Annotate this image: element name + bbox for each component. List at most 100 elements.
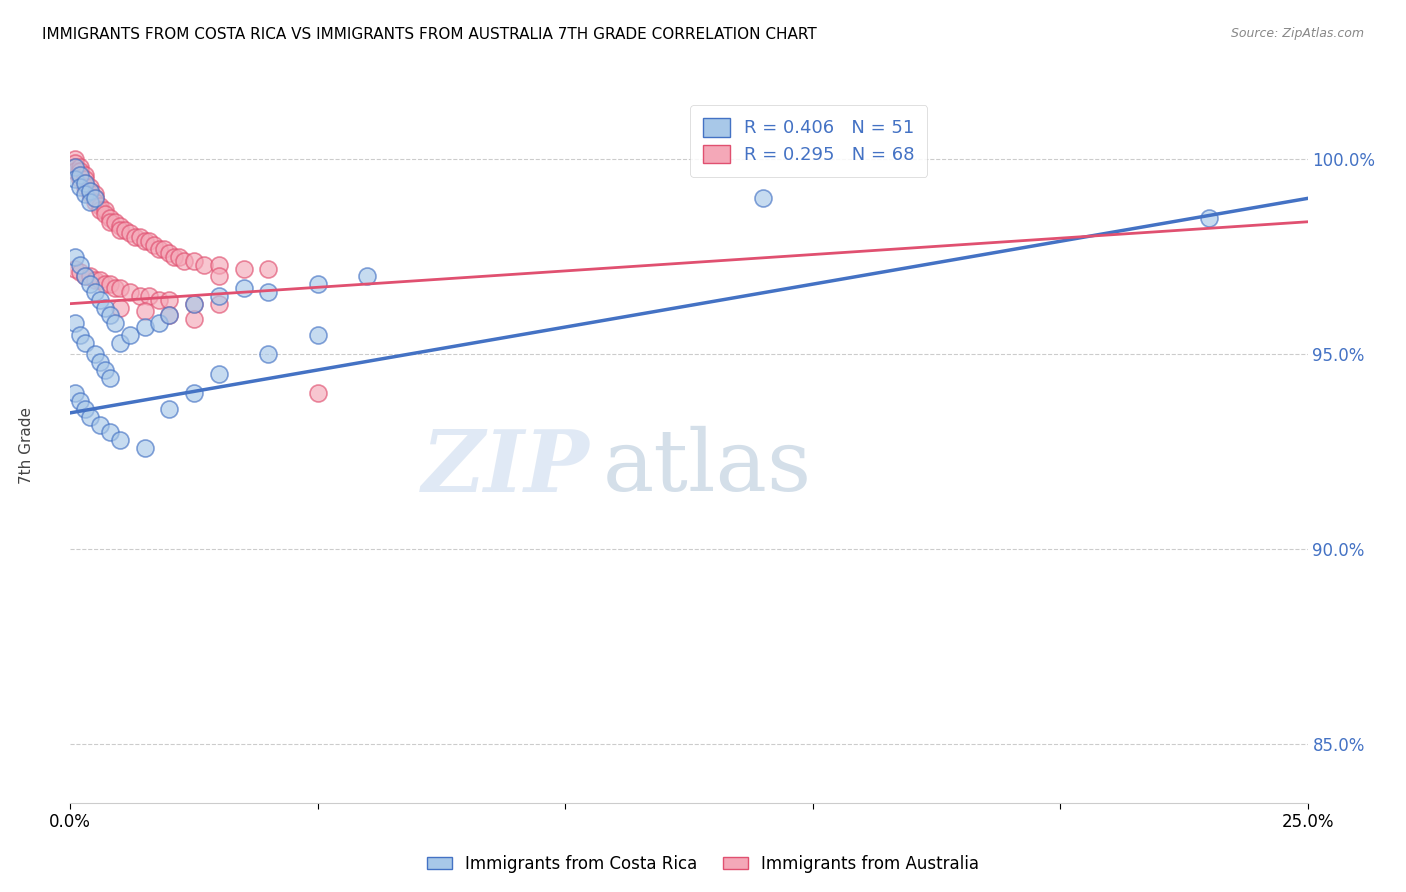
Point xyxy=(208,258,231,272)
Point xyxy=(89,273,111,287)
Point xyxy=(183,312,205,326)
Point xyxy=(89,203,111,218)
Point xyxy=(75,335,97,350)
Point xyxy=(98,309,121,323)
Point xyxy=(84,191,107,205)
Point xyxy=(98,370,121,384)
Point xyxy=(108,335,131,350)
Point xyxy=(75,269,97,284)
Point xyxy=(257,285,280,299)
Point xyxy=(94,301,117,315)
Point xyxy=(108,219,131,233)
Point xyxy=(69,172,91,186)
Point xyxy=(69,164,91,178)
Point xyxy=(208,296,231,310)
Point xyxy=(134,234,156,248)
Point xyxy=(79,184,101,198)
Point xyxy=(98,277,121,292)
Point xyxy=(69,265,91,279)
Point xyxy=(232,261,254,276)
Point xyxy=(69,160,91,174)
Point xyxy=(138,289,160,303)
Point xyxy=(79,179,101,194)
Point xyxy=(94,207,117,221)
Point xyxy=(104,316,127,330)
Point xyxy=(75,168,97,182)
Point xyxy=(108,301,131,315)
Point xyxy=(128,289,150,303)
Point xyxy=(157,309,180,323)
Point xyxy=(128,230,150,244)
Point xyxy=(89,355,111,369)
Point xyxy=(65,164,87,178)
Point xyxy=(75,179,97,194)
Text: atlas: atlas xyxy=(602,425,811,509)
Point xyxy=(143,238,166,252)
Point xyxy=(65,261,87,276)
Point xyxy=(84,191,107,205)
Point xyxy=(65,156,87,170)
Point xyxy=(98,425,121,440)
Point xyxy=(79,187,101,202)
Point xyxy=(98,211,121,225)
Point xyxy=(157,293,180,307)
Point xyxy=(134,304,156,318)
Point xyxy=(98,215,121,229)
Point xyxy=(65,172,87,186)
Point xyxy=(75,187,97,202)
Point xyxy=(84,285,107,299)
Point xyxy=(307,277,329,292)
Point xyxy=(65,386,87,401)
Point xyxy=(65,250,87,264)
Point xyxy=(89,199,111,213)
Point xyxy=(65,153,87,167)
Point xyxy=(84,195,107,210)
Point xyxy=(94,203,117,218)
Point xyxy=(183,386,205,401)
Point xyxy=(94,363,117,377)
Point xyxy=(257,347,280,361)
Point xyxy=(69,327,91,342)
Point xyxy=(75,176,97,190)
Point xyxy=(104,215,127,229)
Point xyxy=(69,179,91,194)
Text: IMMIGRANTS FROM COSTA RICA VS IMMIGRANTS FROM AUSTRALIA 7TH GRADE CORRELATION CH: IMMIGRANTS FROM COSTA RICA VS IMMIGRANTS… xyxy=(42,27,817,42)
Point xyxy=(157,401,180,416)
Text: 7th Grade: 7th Grade xyxy=(20,408,35,484)
Point xyxy=(79,277,101,292)
Point xyxy=(84,187,107,202)
Point xyxy=(94,277,117,292)
Point xyxy=(193,258,215,272)
Point xyxy=(183,296,205,310)
Point xyxy=(75,269,97,284)
Point xyxy=(79,269,101,284)
Point xyxy=(356,269,378,284)
Point xyxy=(307,327,329,342)
Point xyxy=(208,289,231,303)
Point xyxy=(232,281,254,295)
Point xyxy=(69,258,91,272)
Point xyxy=(89,417,111,432)
Point xyxy=(1198,211,1220,225)
Point xyxy=(157,246,180,260)
Legend: R = 0.406   N = 51, R = 0.295   N = 68: R = 0.406 N = 51, R = 0.295 N = 68 xyxy=(690,105,928,177)
Point xyxy=(148,293,170,307)
Point xyxy=(65,316,87,330)
Point xyxy=(114,222,136,236)
Point xyxy=(79,184,101,198)
Point xyxy=(69,168,91,182)
Point xyxy=(69,394,91,409)
Point xyxy=(163,250,186,264)
Point xyxy=(208,269,231,284)
Point xyxy=(84,347,107,361)
Point xyxy=(108,433,131,447)
Point xyxy=(84,273,107,287)
Point xyxy=(75,176,97,190)
Point xyxy=(307,386,329,401)
Point xyxy=(134,320,156,334)
Point xyxy=(153,242,176,256)
Point xyxy=(108,281,131,295)
Point xyxy=(79,409,101,424)
Point xyxy=(183,253,205,268)
Point xyxy=(69,168,91,182)
